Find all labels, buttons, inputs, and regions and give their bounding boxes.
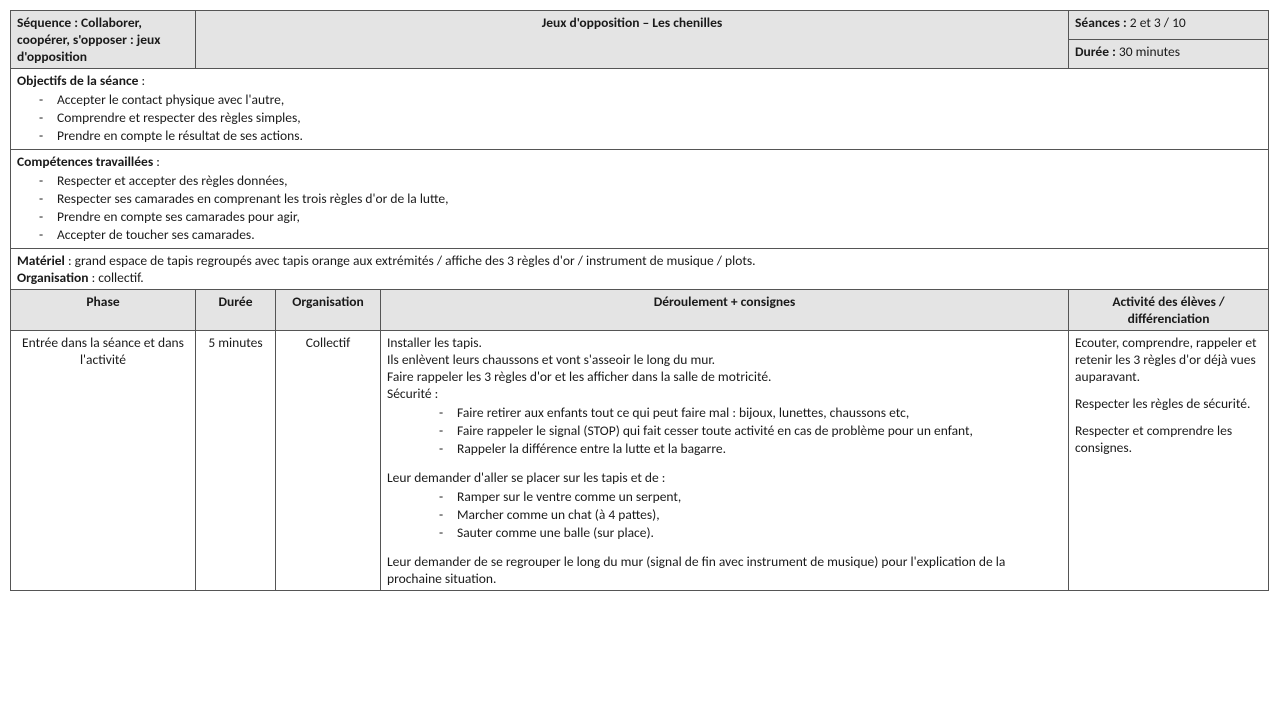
securite-item: Faire retirer aux enfants tout ce qui pe… [457, 404, 1062, 421]
competence-item: Accepter de toucher ses camarades. [57, 226, 1262, 243]
mouvements-list: Ramper sur le ventre comme un serpent, M… [387, 488, 1062, 541]
materiel-org-cell: Matériel : grand espace de tapis regroup… [11, 249, 1269, 290]
competences-cell: Compétences travaillées : Respecter et a… [11, 150, 1269, 249]
deroul-line: Sécurité : [387, 385, 1062, 402]
deroul-line: Leur demander de se regrouper le long du… [387, 553, 1062, 587]
securite-item: Faire rappeler le signal (STOP) qui fait… [457, 422, 1062, 439]
mouvement-item: Marcher comme un chat (à 4 pattes), [457, 506, 1062, 523]
competences-label: Compétences travaillées [17, 153, 153, 170]
deroul-line: Installer les tapis. [387, 334, 1062, 351]
competence-item: Respecter ses camarades en comprenant le… [57, 190, 1262, 207]
duree-label: Durée : [1075, 43, 1116, 60]
seances-label: Séances : [1075, 14, 1127, 31]
activite-line: Respecter les règles de sécurité. [1075, 395, 1262, 412]
mouvement-item: Ramper sur le ventre comme un serpent, [457, 488, 1062, 505]
col-deroulement: Déroulement + consignes [381, 290, 1069, 331]
competence-item: Prendre en compte ses camarades pour agi… [57, 208, 1262, 225]
objectif-item: Accepter le contact physique avec l'autr… [57, 91, 1262, 108]
materiel-label: Matériel [17, 252, 65, 269]
duree-value: 30 minutes [1119, 43, 1180, 60]
phase-organisation: Collectif [276, 331, 381, 591]
col-phase: Phase [11, 290, 196, 331]
phase-header-row: Phase Durée Organisation Déroulement + c… [11, 290, 1269, 331]
deroul-line: Ils enlèvent leurs chaussons et vont s'a… [387, 351, 1062, 368]
objectifs-label: Objectifs de la séance [17, 72, 138, 89]
title-cell: Jeux d'opposition – Les chenilles [196, 11, 1069, 69]
objectifs-cell: Objectifs de la séance : Accepter le con… [11, 69, 1269, 150]
securite-list: Faire retirer aux enfants tout ce qui pe… [387, 404, 1062, 457]
materiel-value: : grand espace de tapis regroupés avec t… [68, 252, 756, 269]
duree-header-cell: Durée : 30 minutes [1069, 40, 1269, 69]
phase-activite: Ecouter, comprendre, rappeler et retenir… [1069, 331, 1269, 591]
objectifs-list: Accepter le contact physique avec l'autr… [17, 91, 1262, 144]
deroul-line: Leur demander d'aller se placer sur les … [387, 469, 1062, 486]
phase-name: Entrée dans la séance et dans l'activité [11, 331, 196, 591]
organisation-value: : collectif. [92, 269, 144, 286]
phase-row-1: Entrée dans la séance et dans l'activité… [11, 331, 1269, 591]
seances-value: 2 et 3 / 10 [1130, 14, 1186, 31]
sequence-cell: Séquence : Collaborer, coopérer, s'oppos… [11, 11, 196, 69]
col-organisation: Organisation [276, 290, 381, 331]
organisation-label: Organisation [17, 269, 89, 286]
competence-item: Respecter et accepter des règles données… [57, 172, 1262, 189]
competences-list: Respecter et accepter des règles données… [17, 172, 1262, 243]
activite-line: Ecouter, comprendre, rappeler et retenir… [1075, 334, 1262, 385]
phase-deroulement: Installer les tapis. Ils enlèvent leurs … [381, 331, 1069, 591]
mouvement-item: Sauter comme une balle (sur place). [457, 524, 1062, 541]
activite-line: Respecter et comprendre les consignes. [1075, 422, 1262, 456]
securite-item: Rappeler la différence entre la lutte et… [457, 440, 1062, 457]
lesson-plan-document: Séquence : Collaborer, coopérer, s'oppos… [10, 10, 1268, 591]
deroul-line: Faire rappeler les 3 règles d'or et les … [387, 368, 1062, 385]
seances-cell: Séances : 2 et 3 / 10 [1069, 11, 1269, 40]
col-activite: Activité des élèves / différenciation [1069, 290, 1269, 331]
objectif-item: Comprendre et respecter des règles simpl… [57, 109, 1262, 126]
lesson-table: Séquence : Collaborer, coopérer, s'oppos… [10, 10, 1269, 591]
objectif-item: Prendre en compte le résultat de ses act… [57, 127, 1262, 144]
phase-duree: 5 minutes [196, 331, 276, 591]
col-duree: Durée [196, 290, 276, 331]
